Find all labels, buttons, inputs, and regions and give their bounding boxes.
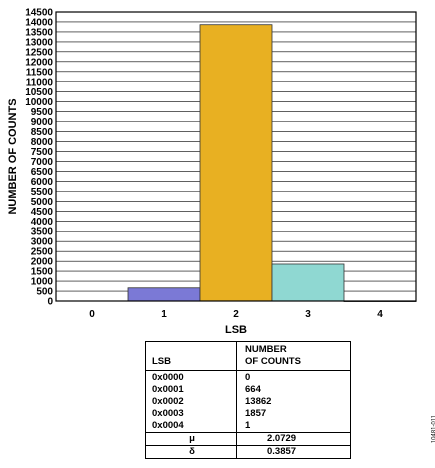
y-tick-label: 9500 — [31, 107, 54, 118]
y-tick-label: 7000 — [31, 157, 54, 168]
table-header-row: LSB NUMBER OF COUNTS — [145, 341, 351, 371]
x-tick-label: 2 — [233, 309, 239, 320]
table-row: 0x0001 664 — [146, 384, 351, 396]
y-tick-label: 9000 — [31, 117, 54, 128]
y-tick-label: 500 — [36, 287, 53, 298]
stat-label: μ — [145, 432, 237, 446]
table-row: 0x0004 1 — [146, 420, 351, 433]
y-tick-label: 6000 — [31, 177, 54, 188]
histogram-chart: 0500100015002000250030003500400045005000… — [7, 8, 417, 336]
x-tick-labels: 0 1 2 3 4 — [89, 309, 383, 320]
table-cell: 1857 — [236, 408, 351, 420]
y-tick-label: 1000 — [31, 277, 54, 288]
stat-label: δ — [145, 445, 237, 459]
table-row: 0x0002 13862 — [146, 396, 351, 408]
stat-row: δ 0.3857 — [145, 445, 351, 459]
y-tick-label: 4500 — [31, 207, 54, 218]
counts-table: LSB NUMBER OF COUNTS 0x0000 0 0x0001 664 0x0002… — [145, 341, 351, 459]
bar-1 — [127, 287, 201, 302]
x-tick-label: 4 — [377, 309, 383, 320]
y-tick-label: 11500 — [26, 67, 54, 78]
y-tick-label: 13500 — [25, 27, 53, 38]
y-tick-labels: 0500100015002000250030003500400045005000… — [25, 8, 53, 308]
table-cell: 13862 — [236, 396, 351, 408]
y-axis-title: NUMBER OF COUNTS — [7, 98, 19, 214]
x-tick-label: 1 — [161, 309, 167, 320]
table-cell: 0x0001 — [152, 384, 184, 395]
bar-2 — [199, 24, 273, 302]
table-cell: 1 — [236, 420, 351, 433]
header-cell: LSB — [145, 341, 237, 371]
stat-row: μ 2.0729 — [145, 432, 351, 446]
table-cell: 664 — [236, 384, 351, 396]
x-tick-label: 3 — [305, 309, 311, 320]
table-cell: 0x0003 — [152, 408, 184, 419]
y-tick-label: 5500 — [31, 187, 54, 198]
y-tick-label: 2500 — [31, 247, 54, 258]
y-tick-label: 13000 — [25, 37, 53, 48]
y-tick-label: 5000 — [31, 197, 54, 208]
table-row: 0x0000 0 — [146, 370, 351, 384]
x-tick-label: 0 — [89, 309, 95, 320]
table-cell: 0 — [236, 370, 351, 384]
y-tick-label: 7500 — [31, 147, 54, 158]
y-tick-label: 8000 — [31, 137, 54, 148]
y-tick-label: 1500 — [31, 267, 54, 278]
y-tick-label: 4000 — [31, 217, 54, 228]
y-tick-label: 14500 — [25, 8, 53, 19]
plot-frame — [55, 11, 417, 302]
table-cell: 0x0002 — [152, 396, 184, 407]
y-tick-label: 10000 — [25, 97, 53, 108]
y-tick-label: 8500 — [31, 127, 54, 138]
table-row: 0x0003 1857 — [146, 408, 351, 420]
y-tick-label: 12500 — [25, 47, 53, 58]
y-tick-label: 10500 — [25, 87, 53, 98]
y-tick-label: 2000 — [31, 257, 54, 268]
y-tick-label: 14000 — [25, 17, 53, 28]
y-tick-label: 3500 — [31, 227, 54, 238]
y-tick-label: 12000 — [25, 57, 53, 68]
figure-id: 10481-011 — [431, 415, 435, 444]
y-tick-label: 0 — [47, 297, 53, 308]
y-tick-label: 6500 — [31, 167, 54, 178]
bars — [127, 24, 417, 302]
y-tick-label: 3000 — [31, 237, 54, 248]
stat-value: 2.0729 — [236, 432, 351, 446]
header-cell: NUMBER OF COUNTS — [236, 341, 351, 371]
stat-value: 0.3857 — [236, 445, 351, 459]
bar-3 — [271, 263, 345, 302]
table-cell: 0x0000 — [152, 372, 184, 383]
y-tick-label: 11000 — [26, 77, 54, 88]
x-axis-title: LSB — [225, 324, 247, 336]
table-cell: 0x0004 — [152, 420, 184, 431]
